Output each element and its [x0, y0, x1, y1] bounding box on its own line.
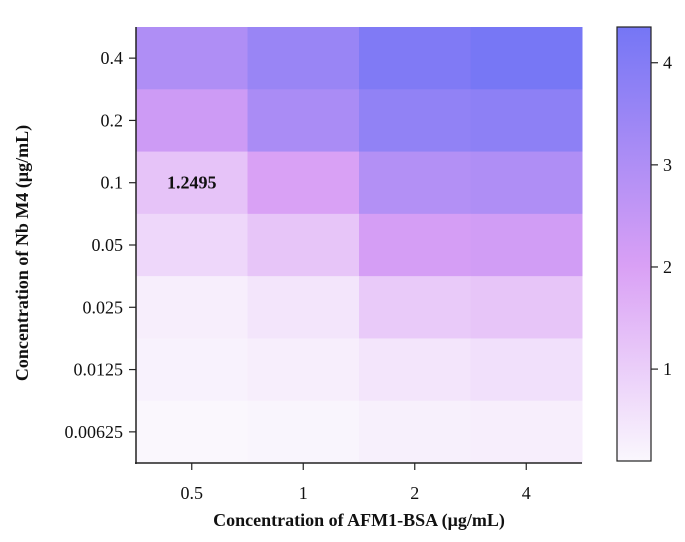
y-tick-label: 0.4	[101, 48, 124, 68]
heatmap-cell	[136, 213, 248, 277]
heatmap-cell	[359, 400, 471, 464]
heatmap-cell	[359, 213, 471, 277]
heatmap-cell	[247, 276, 360, 339]
heatmap-cell	[359, 89, 471, 153]
x-tick-label: 0.5	[181, 483, 204, 503]
cell-annotation: 1.2495	[167, 173, 217, 193]
y-tick-label: 0.00625	[65, 422, 124, 442]
y-axis-label: Concentration of Nb M4 (μg/mL)	[12, 125, 33, 381]
x-tick-label: 4	[522, 483, 531, 503]
x-axis-ticks: 0.5 1 2 4	[181, 463, 531, 503]
x-axis-label: Concentration of AFM1-BSA (μg/mL)	[213, 510, 505, 531]
heatmap-cell	[470, 27, 583, 90]
heatmap-cell	[136, 27, 248, 90]
colorbar-tick-label: 1	[663, 359, 672, 379]
heatmap-cell	[247, 89, 360, 153]
x-tick-label: 2	[410, 483, 419, 503]
heatmap-cell	[247, 27, 360, 90]
heatmap-cell	[136, 338, 248, 402]
heatmap-cell	[470, 276, 583, 339]
y-tick-label: 0.2	[101, 110, 124, 130]
x-tick-label: 1	[299, 483, 308, 503]
heatmap-cell	[247, 151, 360, 215]
heatmap-cell	[470, 338, 583, 402]
heatmap-cell	[359, 276, 471, 339]
heatmap-cell	[136, 89, 248, 153]
heatmap-cell	[359, 151, 471, 215]
heatmap-cells	[136, 27, 583, 464]
heatmap-cell	[359, 338, 471, 402]
heatmap-cell	[136, 400, 248, 464]
colorbar-gradient	[616, 26, 652, 462]
cell-annotations: 1.2495	[167, 173, 217, 193]
heatmap-cell	[247, 213, 360, 277]
heatmap-cell	[136, 151, 248, 215]
y-axis-ticks: 0.4 0.2 0.1 0.05 0.025 0.0125 0.00625	[65, 48, 136, 442]
heatmap-cell	[359, 27, 471, 90]
heatmap-cell	[247, 400, 360, 464]
heatmap-cell	[136, 276, 248, 339]
colorbar-tick-label: 3	[663, 155, 672, 175]
heatmap-cell	[470, 151, 583, 215]
heatmap-cell	[470, 89, 583, 153]
y-tick-label: 0.05	[92, 235, 124, 255]
heatmap-cell	[247, 338, 360, 402]
colorbar-tick-label: 2	[663, 257, 672, 277]
colorbar-tick-label: 4	[663, 53, 672, 73]
heatmap-cell	[470, 213, 583, 277]
y-tick-label: 0.025	[83, 297, 124, 317]
colorbar: 1 2 3 4	[616, 26, 672, 462]
y-tick-label: 0.1	[101, 173, 124, 193]
heatmap-cell	[470, 400, 583, 464]
y-tick-label: 0.0125	[74, 360, 124, 380]
